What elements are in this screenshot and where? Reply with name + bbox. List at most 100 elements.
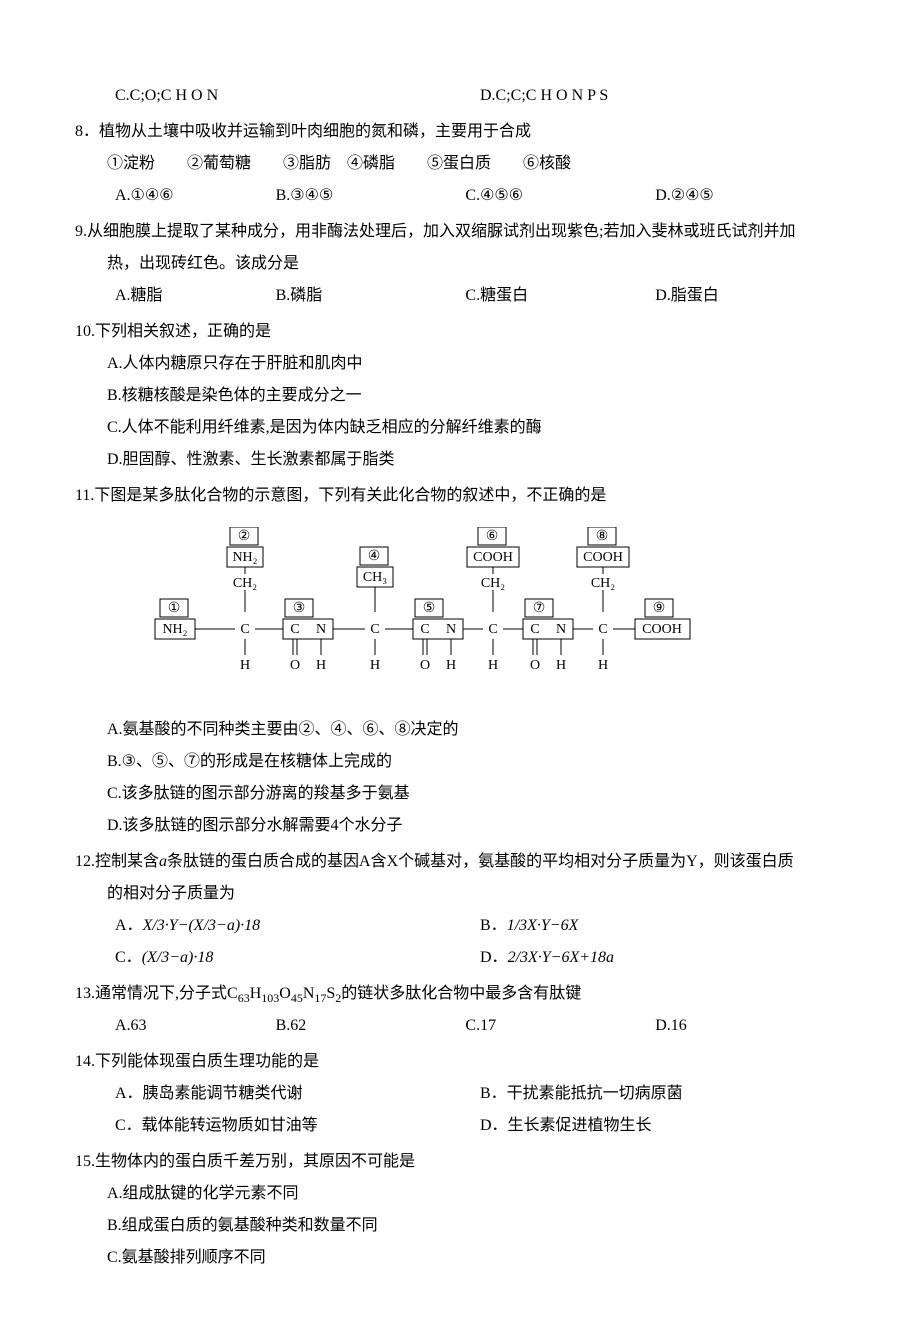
svg-text:①: ① bbox=[168, 601, 181, 616]
q13-post: 的链状多肽化合物中最多含有肽键 bbox=[341, 985, 581, 1002]
svg-text:C: C bbox=[530, 622, 539, 637]
q8-option-d: D.②④⑤ bbox=[655, 180, 845, 212]
svg-text:C: C bbox=[598, 622, 607, 637]
svg-text:H: H bbox=[240, 658, 250, 673]
peptide-svg: ② NH₂ CH₂ ④ CH₃ ⑥ COOH CH₂ bbox=[145, 527, 705, 687]
question-13: 13.通常情况下,分子式C63H103O45N17S2的链状多肽化合物中最多含有… bbox=[75, 978, 845, 1042]
q10-stem: 10.下列相关叙述，正确的是 bbox=[75, 316, 845, 348]
q12-stem-post: 条肽链的蛋白质合成的基因A含X个碱基对，氨基酸的平均相对分子质量为Y，则该蛋白质 bbox=[167, 853, 794, 870]
q13-option-b: B.62 bbox=[276, 1010, 466, 1042]
q9-stem-line2: 热，出现砖红色。该成分是 bbox=[75, 248, 845, 280]
q7-option-d: D.C;C;C H O N P S bbox=[480, 80, 845, 112]
q9-option-d: D.脂蛋白 bbox=[655, 280, 845, 312]
svg-text:H: H bbox=[446, 658, 456, 673]
q9-option-b: B.磷脂 bbox=[276, 280, 466, 312]
q12-option-d: D．2/3X·Y−6X+18a bbox=[480, 942, 845, 974]
q11-peptide-diagram: ② NH₂ CH₂ ④ CH₃ ⑥ COOH CH₂ bbox=[75, 512, 845, 714]
q11-option-d: D.该多肽链的图示部分水解需要4个水分子 bbox=[75, 810, 845, 842]
q13-S: S bbox=[326, 985, 335, 1002]
q7-option-c: C.C;O;C H O N bbox=[115, 80, 480, 112]
q12-stem-line1: 12.控制某含a条肽链的蛋白质合成的基因A含X个碱基对，氨基酸的平均相对分子质量… bbox=[75, 846, 845, 878]
svg-text:⑥: ⑥ bbox=[486, 529, 499, 544]
q12-a-label: A． bbox=[115, 917, 143, 934]
q13-option-c: C.17 bbox=[465, 1010, 655, 1042]
q14-stem: 14.下列能体现蛋白质生理功能的是 bbox=[75, 1046, 845, 1078]
svg-text:H: H bbox=[370, 658, 380, 673]
q13-O: O bbox=[279, 985, 291, 1002]
question-10: 10.下列相关叙述，正确的是 A.人体内糖原只存在于肝脏和肌肉中 B.核糖核酸是… bbox=[75, 316, 845, 476]
q10-option-d: D.胆固醇、性激素、生长激素都属于脂类 bbox=[75, 444, 845, 476]
q11-stem: 11.下图是某多肽化合物的示意图，下列有关此化合物的叙述中，不正确的是 bbox=[75, 480, 845, 512]
svg-text:NH₂: NH₂ bbox=[232, 550, 257, 565]
svg-text:C: C bbox=[290, 622, 299, 637]
svg-text:CH₂: CH₂ bbox=[481, 576, 505, 591]
q12-option-a: A．X/3·Y−(X/3−a)·18 bbox=[115, 910, 480, 942]
svg-text:CH₂: CH₂ bbox=[233, 576, 257, 591]
q15-option-b: B.组成蛋白质的氨基酸种类和数量不同 bbox=[75, 1210, 845, 1242]
q12-options-row2: C．(X/3−a)·18 D．2/3X·Y−6X+18a bbox=[75, 942, 845, 974]
svg-text:C: C bbox=[370, 622, 379, 637]
q13-H: H bbox=[250, 985, 262, 1002]
q15-stem: 15.生物体内的蛋白质千差万别，其原因不可能是 bbox=[75, 1146, 845, 1178]
q10-option-b: B.核糖核酸是染色体的主要成分之一 bbox=[75, 380, 845, 412]
q10-option-c: C.人体不能利用纤维素,是因为体内缺乏相应的分解纤维素的酶 bbox=[75, 412, 845, 444]
q8-items: ①淀粉 ②葡萄糖 ③脂肪 ④磷脂 ⑤蛋白质 ⑥核酸 bbox=[75, 148, 845, 180]
svg-text:H: H bbox=[556, 658, 566, 673]
q12-a-math: X/3·Y−(X/3−a)·18 bbox=[143, 917, 261, 934]
svg-text:⑧: ⑧ bbox=[596, 529, 609, 544]
question-15: 15.生物体内的蛋白质千差万别，其原因不可能是 A.组成肽键的化学元素不同 B.… bbox=[75, 1146, 845, 1274]
q12-d-label: D． bbox=[480, 949, 508, 966]
svg-text:O: O bbox=[290, 658, 300, 673]
q13-s45: 45 bbox=[291, 991, 303, 1005]
q8-options: A.①④⑥ B.③④⑤ C.④⑤⑥ D.②④⑤ bbox=[75, 180, 845, 212]
q14-option-c: C．载体能转运物质如甘油等 bbox=[115, 1110, 480, 1142]
svg-text:CH₂: CH₂ bbox=[591, 576, 615, 591]
q12-option-c: C．(X/3−a)·18 bbox=[115, 942, 480, 974]
q11-option-a: A.氨基酸的不同种类主要由②、④、⑥、⑧决定的 bbox=[75, 714, 845, 746]
q12-b-label: B． bbox=[480, 917, 507, 934]
q12-stem-pre: 12.控制某含 bbox=[75, 853, 159, 870]
q13-option-d: D.16 bbox=[655, 1010, 845, 1042]
question-11: 11.下图是某多肽化合物的示意图，下列有关此化合物的叙述中，不正确的是 ② NH… bbox=[75, 480, 845, 842]
q9-option-c: C.糖蛋白 bbox=[465, 280, 655, 312]
question-7-continued: C.C;O;C H O N D.C;C;C H O N P S bbox=[75, 80, 845, 112]
q12-d-math: 2/3X·Y−6X+18a bbox=[508, 949, 614, 966]
q8-option-a: A.①④⑥ bbox=[115, 180, 276, 212]
q12-var-a: a bbox=[159, 853, 167, 870]
svg-text:H: H bbox=[598, 658, 608, 673]
q8-stem: 8．植物从土壤中吸收并运输到叶肉细胞的氮和磷，主要用于合成 bbox=[75, 116, 845, 148]
svg-text:②: ② bbox=[238, 529, 251, 544]
q14-option-a: A．胰岛素能调节糖类代谢 bbox=[115, 1078, 480, 1110]
svg-text:O: O bbox=[420, 658, 430, 673]
q13-options: A.63 B.62 C.17 D.16 bbox=[75, 1010, 845, 1042]
q13-stem: 13.通常情况下,分子式C63H103O45N17S2的链状多肽化合物中最多含有… bbox=[75, 978, 845, 1010]
q12-b-math: 1/3X·Y−6X bbox=[507, 917, 579, 934]
q14-row2: C．载体能转运物质如甘油等 D．生长素促进植物生长 bbox=[75, 1110, 845, 1142]
svg-text:COOH: COOH bbox=[583, 550, 623, 565]
svg-text:N: N bbox=[556, 622, 566, 637]
question-12: 12.控制某含a条肽链的蛋白质合成的基因A含X个碱基对，氨基酸的平均相对分子质量… bbox=[75, 846, 845, 974]
q12-option-b: B．1/3X·Y−6X bbox=[480, 910, 845, 942]
q12-options-row1: A．X/3·Y−(X/3−a)·18 B．1/3X·Y−6X bbox=[75, 910, 845, 942]
svg-text:COOH: COOH bbox=[642, 622, 682, 637]
q15-option-a: A.组成肽键的化学元素不同 bbox=[75, 1178, 845, 1210]
q13-s103: 103 bbox=[261, 991, 279, 1005]
svg-text:⑤: ⑤ bbox=[423, 601, 436, 616]
q9-options: A.糖脂 B.磷脂 C.糖蛋白 D.脂蛋白 bbox=[75, 280, 845, 312]
q14-row1: A．胰岛素能调节糖类代谢 B．干扰素能抵抗一切病原菌 bbox=[75, 1078, 845, 1110]
q9-option-a: A.糖脂 bbox=[115, 280, 276, 312]
q13-N: N bbox=[303, 985, 315, 1002]
svg-text:COOH: COOH bbox=[473, 550, 513, 565]
svg-text:⑨: ⑨ bbox=[653, 601, 666, 616]
svg-text:N: N bbox=[316, 622, 326, 637]
q13-option-a: A.63 bbox=[115, 1010, 276, 1042]
q12-stem-line2: 的相对分子质量为 bbox=[75, 878, 845, 910]
q12-c-math: (X/3−a)·18 bbox=[142, 949, 214, 966]
svg-text:O: O bbox=[530, 658, 540, 673]
question-8: 8．植物从土壤中吸收并运输到叶肉细胞的氮和磷，主要用于合成 ①淀粉 ②葡萄糖 ③… bbox=[75, 116, 845, 212]
q13-s63: 63 bbox=[238, 991, 250, 1005]
q15-option-c: C.氨基酸排列顺序不同 bbox=[75, 1242, 845, 1274]
q14-option-d: D．生长素促进植物生长 bbox=[480, 1110, 845, 1142]
svg-text:C: C bbox=[488, 622, 497, 637]
q9-stem-line1: 9.从细胞膜上提取了某种成分，用非酶法处理后，加入双缩脲试剂出现紫色;若加入斐林… bbox=[75, 216, 845, 248]
